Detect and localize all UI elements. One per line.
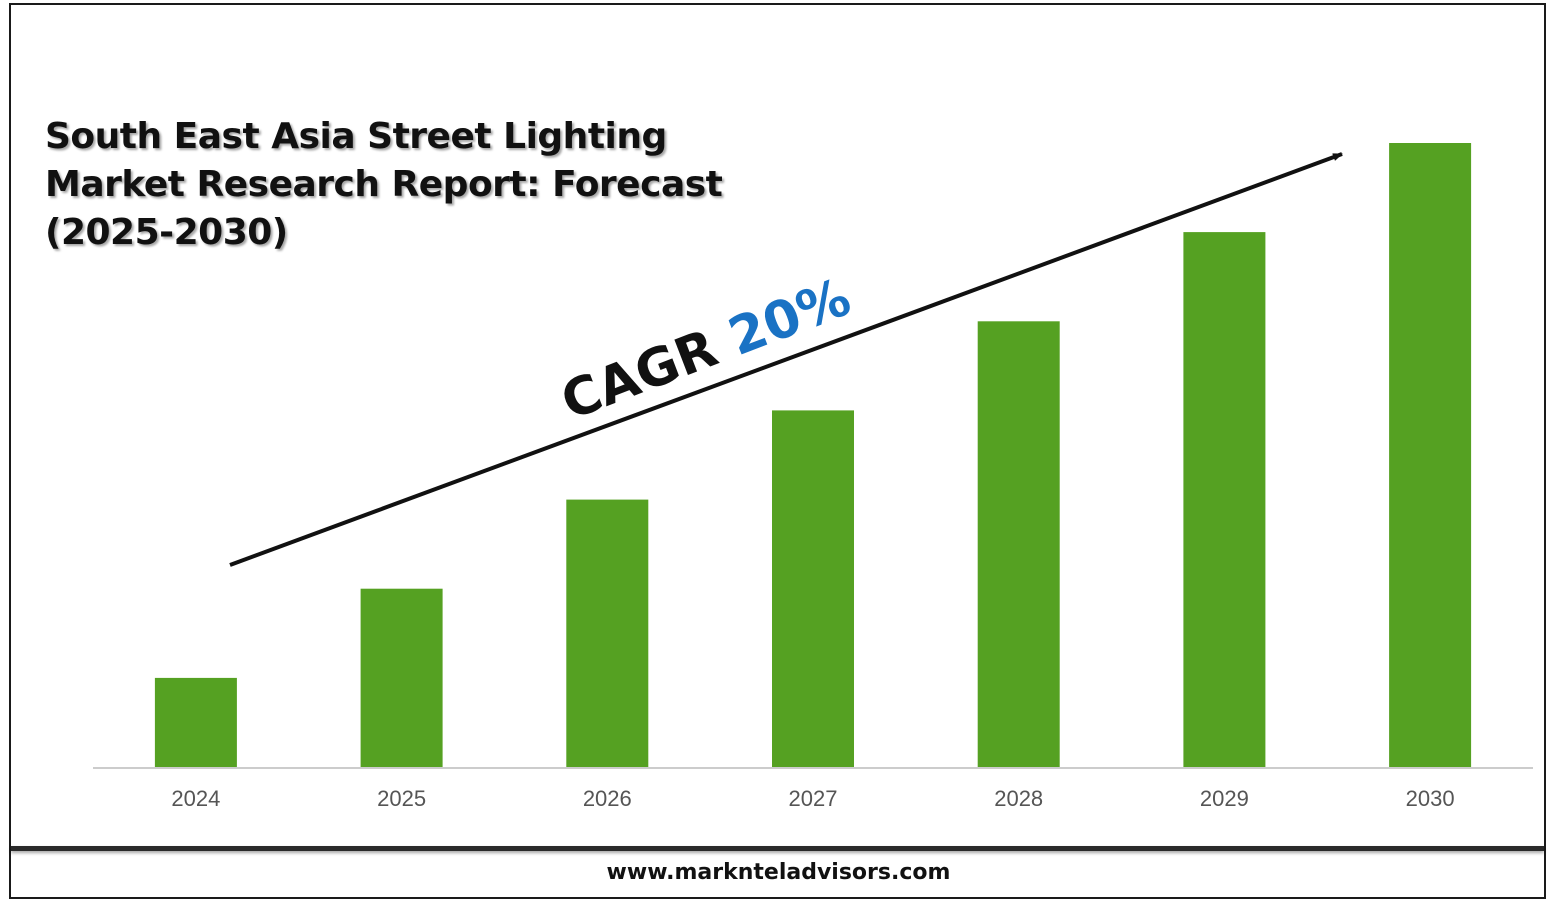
bar-2025	[360, 588, 443, 767]
bar-2029	[1183, 232, 1266, 768]
x-tick-label-2025: 2025	[377, 786, 426, 811]
bar-2028	[977, 321, 1060, 767]
x-tick-label-2029: 2029	[1200, 786, 1249, 811]
x-tick-label-2030: 2030	[1406, 786, 1455, 811]
bar-2030	[1389, 143, 1472, 767]
x-tick-label-2028: 2028	[994, 786, 1043, 811]
website-url: www.marknteladvisors.com	[606, 860, 951, 885]
footer-divider	[11, 846, 1544, 851]
bar-2024	[154, 677, 237, 767]
x-tick-label-2024: 2024	[171, 786, 220, 811]
x-tick-label-2026: 2026	[583, 786, 632, 811]
trend-arrow	[229, 152, 1343, 567]
chart-title: South East Asia Street Lighting Market R…	[45, 116, 723, 253]
bar-2026	[566, 499, 649, 767]
bar-2027	[772, 410, 854, 767]
x-tick-labels: 2024 2025 2026 2027 2028 2029 2030	[171, 786, 1454, 811]
x-tick-label-2027: 2027	[789, 786, 838, 811]
bars-layer	[154, 143, 1472, 768]
